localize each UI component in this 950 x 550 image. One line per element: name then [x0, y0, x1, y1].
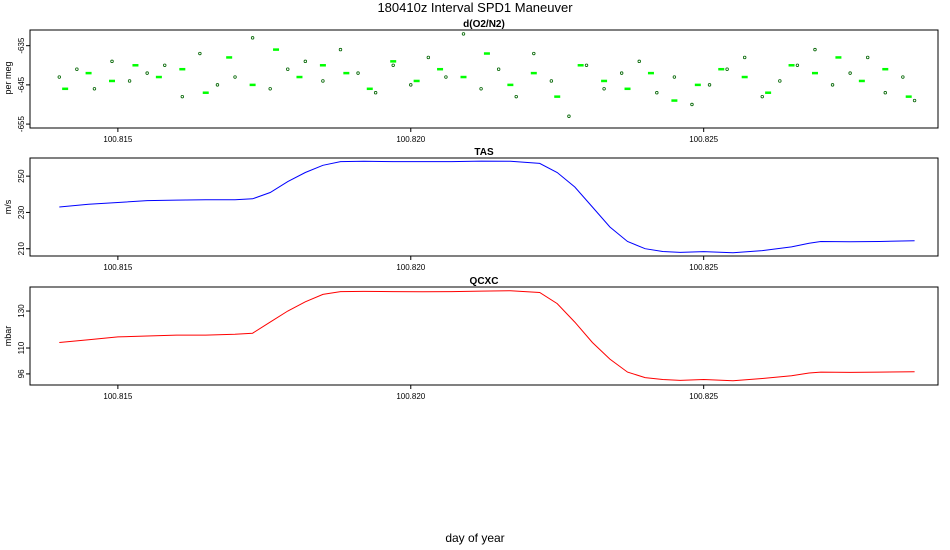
y-tick-label-o2n2: -645	[17, 76, 26, 93]
y-axis-qcxc: 96 110 130	[17, 304, 30, 378]
panel-qcxc: QCXC mbar 100.815 100.820 100.825 96 110 130	[3, 276, 939, 401]
series-tas	[59, 160, 915, 254]
raw-point	[707, 83, 712, 87]
series-line-qcxc	[59, 290, 915, 382]
x-axis-qcxc: 100.815 100.820 100.825	[103, 385, 719, 401]
raw-point	[532, 51, 536, 56]
y-axis-label-o2n2: per meg	[3, 61, 13, 94]
plot-frame-qcxc	[29, 286, 939, 386]
raw-point	[233, 75, 237, 79]
y-tick-label-qcxc: 110	[17, 341, 26, 354]
y-axis-label-qcxc: mbar	[3, 326, 13, 347]
raw-point	[901, 75, 905, 79]
raw-point	[268, 87, 272, 91]
series-line-tas	[59, 160, 915, 254]
raw-point	[356, 71, 360, 75]
raw-point	[409, 83, 413, 87]
raw-point	[883, 91, 887, 95]
panel-title-qcxc: QCXC	[470, 276, 499, 287]
raw-point	[163, 63, 167, 67]
raw-point	[830, 83, 835, 87]
raw-point	[813, 47, 817, 52]
panel-title-o2n2: d(O2/N2)	[463, 19, 505, 30]
x-tick-label-tas: 100.820	[396, 263, 425, 272]
raw-point	[180, 94, 185, 99]
raw-point	[655, 91, 659, 95]
raw-point	[373, 91, 378, 95]
raw-point	[496, 67, 501, 71]
panel-tas: TAS m/s 100.815 100.820 100.825 210 230 250	[3, 147, 939, 272]
raw-point	[444, 75, 448, 79]
x-axis-title: day of year	[445, 531, 504, 545]
raw-point	[795, 63, 800, 67]
raw-point	[672, 75, 677, 79]
raw-point	[321, 79, 325, 83]
panel-o2n2: d(O2/N2) per meg 100.815 100.820 100.825 -…	[3, 19, 939, 144]
x-tick-label-qcxc: 100.815	[103, 392, 132, 401]
raw-point	[426, 55, 431, 60]
raw-point	[250, 36, 255, 40]
panel-title-tas: TAS	[474, 147, 494, 158]
raw-point	[75, 67, 79, 71]
x-tick-label-qcxc: 100.825	[689, 392, 718, 401]
raw-point	[584, 63, 589, 67]
raw-point	[725, 67, 729, 71]
raw-point	[479, 87, 483, 91]
raw-point	[215, 83, 220, 87]
y-tick-label-o2n2: -655	[17, 116, 26, 133]
y-tick-label-qcxc: 130	[17, 304, 26, 318]
raw-point	[549, 79, 554, 83]
y-axis-label-tas: m/s	[3, 199, 13, 214]
y-axis-o2n2: -635 -645 -655	[17, 37, 30, 132]
x-tick-label-o2n2: 100.825	[689, 135, 718, 144]
x-tick-label-o2n2: 100.820	[396, 135, 425, 144]
raw-point	[912, 98, 917, 103]
raw-point	[303, 59, 308, 64]
raw-point	[514, 94, 518, 99]
x-tick-label-tas: 100.815	[103, 263, 132, 272]
y-axis-tas: 210 230 250	[17, 169, 30, 255]
series-o2n2	[57, 32, 917, 118]
raw-point	[57, 75, 61, 79]
raw-point	[567, 114, 571, 118]
plot-frame-o2n2	[29, 29, 939, 129]
raw-point	[145, 71, 149, 75]
plot-frame-tas	[29, 157, 939, 257]
raw-point	[461, 32, 466, 36]
series-qcxc	[59, 290, 915, 382]
raw-point	[760, 94, 764, 99]
y-tick-label-tas: 230	[17, 205, 26, 219]
y-tick-label-o2n2: -635	[17, 37, 26, 54]
raw-point	[286, 67, 290, 71]
raw-point	[127, 79, 132, 83]
raw-point	[602, 87, 606, 91]
raw-point	[778, 79, 782, 83]
raw-point	[848, 71, 852, 75]
figure-title: 180410z Interval SPD1 Maneuver	[377, 0, 573, 15]
y-tick-label-tas: 250	[17, 169, 26, 183]
x-axis-tas: 100.815 100.820 100.825	[103, 256, 719, 272]
x-tick-label-o2n2: 100.815	[103, 135, 132, 144]
y-tick-label-tas: 210	[17, 242, 26, 256]
raw-point	[742, 55, 747, 60]
raw-point	[110, 59, 114, 64]
x-tick-label-qcxc: 100.820	[396, 392, 425, 401]
raw-point	[92, 87, 97, 91]
raw-point	[198, 51, 202, 56]
raw-point	[391, 63, 395, 67]
raw-point	[866, 55, 870, 60]
x-axis-o2n2: 100.815 100.820 100.825	[103, 128, 719, 144]
raw-point	[690, 102, 694, 107]
raw-point	[338, 47, 343, 52]
raw-point	[637, 59, 641, 64]
x-tick-label-tas: 100.825	[689, 263, 718, 272]
raw-point	[619, 71, 624, 75]
y-tick-label-qcxc: 96	[17, 369, 26, 378]
